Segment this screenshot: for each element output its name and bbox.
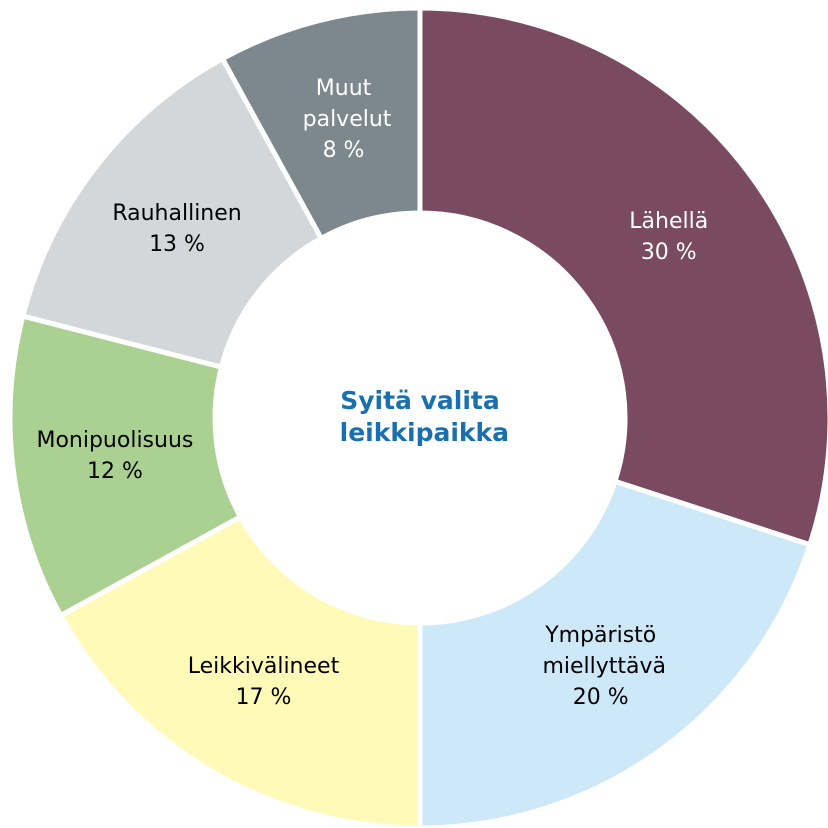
slice [57, 513, 423, 828]
slice [417, 5, 828, 548]
value-label: 8 % [323, 138, 365, 163]
slice [417, 478, 814, 828]
slice-label: Muut palvelut [296, 76, 392, 132]
value-label: 12 % [87, 459, 143, 484]
value-label: 30 % [641, 240, 697, 265]
slice [7, 312, 244, 619]
value-label: 13 % [149, 232, 205, 257]
value-label: 20 % [573, 685, 629, 710]
slice-label: Lähellä [629, 209, 708, 234]
slice [219, 5, 423, 242]
value-label: 17 % [236, 685, 292, 710]
slice-label: Rauhallinen [112, 201, 241, 226]
slice-label: Leikkivälineet [188, 654, 340, 679]
chart-title: Syitä valita leikkipaikka [331, 386, 509, 447]
slice-label: Monipuolisuus [36, 428, 193, 453]
slice-label: Ympäristö miellyttävä [535, 623, 666, 679]
slice [19, 55, 325, 371]
